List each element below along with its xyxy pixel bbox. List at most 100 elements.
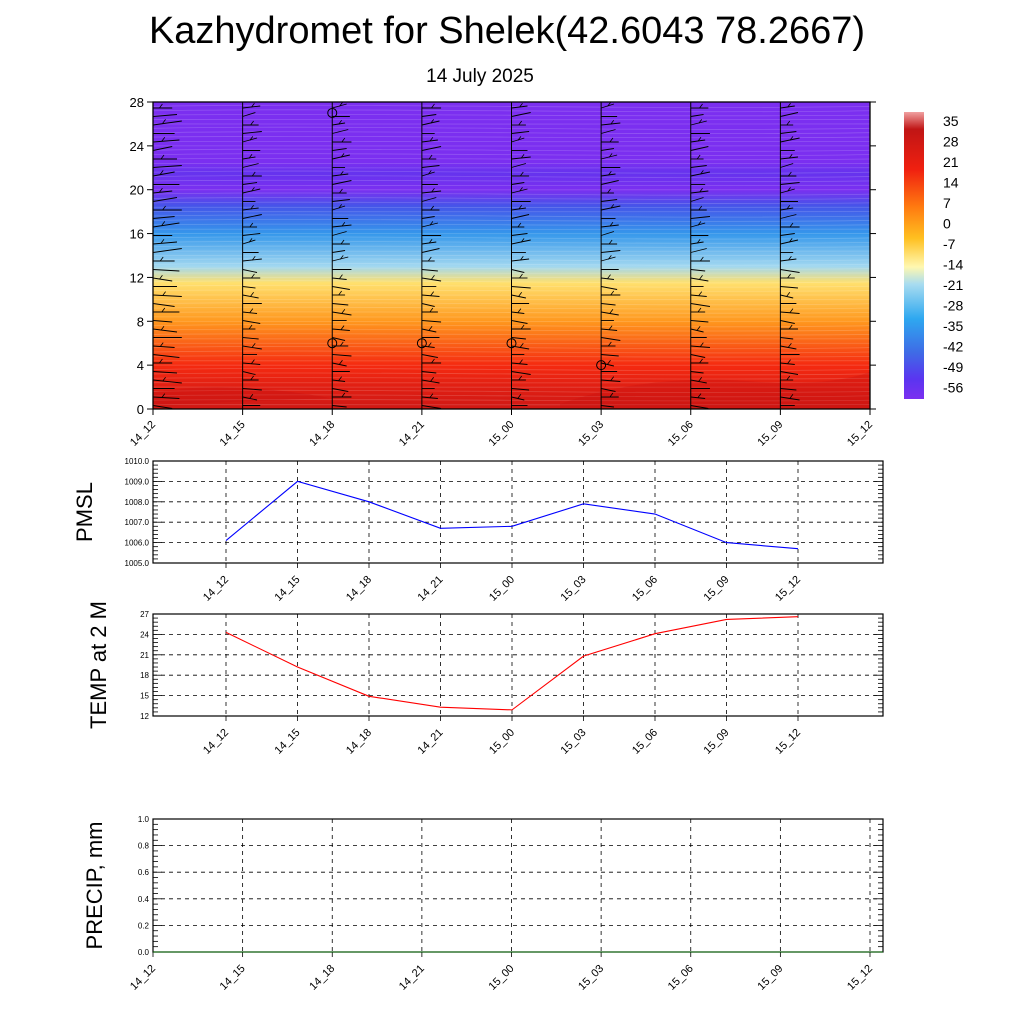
barb-flag: [869, 184, 870, 185]
barb-feather: [249, 393, 254, 399]
barb-flag: [242, 362, 261, 365]
barb-flag: [690, 405, 709, 409]
barb-feather: [788, 238, 793, 243]
barb-feather: [609, 221, 614, 227]
barb-flag: [511, 163, 527, 168]
barb-flag: [421, 216, 435, 219]
barb-flag: [780, 362, 795, 365]
barb-flag: [153, 146, 173, 151]
x-tick-label: 14_18: [307, 963, 337, 993]
calm-circle: [596, 360, 607, 371]
x-tick-label: 15_03: [559, 574, 589, 604]
y-tick-label: 0: [137, 402, 144, 417]
barb-feather: [338, 119, 342, 125]
barb-feather: [786, 291, 791, 297]
barb-flag: [242, 371, 256, 375]
barb-flag: [690, 328, 704, 333]
barb-flag: [780, 320, 795, 324]
barb-flag: [153, 216, 175, 219]
y-tick-label: 0.2: [138, 921, 150, 930]
barb-feather: [248, 238, 253, 243]
barb-flag: [601, 277, 614, 280]
barb-flag: [601, 328, 618, 331]
y-tick-label: 0.8: [138, 842, 150, 851]
barb-flag: [690, 379, 707, 384]
x-tick-label: 14_21: [397, 963, 427, 993]
barb-flag: [153, 294, 182, 297]
barb-flag: [869, 124, 870, 125]
x-tick-label: 15_09: [755, 963, 785, 993]
barb-flag: [780, 286, 799, 289]
x-tick-label: 15_06: [666, 963, 696, 993]
barb-feather: [427, 170, 432, 175]
barb-feather: [340, 153, 345, 158]
barb-flag: [153, 197, 178, 202]
barb-flag: [421, 303, 435, 307]
barb-flag: [242, 214, 262, 219]
barb-flag: [869, 286, 870, 287]
barb-feather: [608, 341, 612, 347]
y-tick-label: 27: [140, 610, 149, 619]
x-tick-label: 14_12: [128, 419, 158, 449]
barb-flag: [153, 190, 173, 194]
colorbar-label: 35: [943, 113, 959, 129]
barb-feather: [607, 188, 611, 194]
barb-feather: [697, 221, 702, 226]
barb-flag: [332, 277, 347, 280]
barb-feather: [696, 154, 701, 160]
barb-feather: [249, 308, 254, 313]
barb-flag: [421, 248, 440, 253]
x-tick-label: 15_09: [702, 727, 732, 757]
barb-feather: [341, 221, 346, 227]
barb-flag: [153, 222, 180, 228]
x-tick-label: 15_12: [773, 727, 803, 757]
y-tick-label: 20: [130, 183, 144, 198]
calm-circle: [327, 107, 338, 118]
barb-feather: [879, 120, 882, 124]
precip-panel: 0.0 0.2 0.4 0.6 0.8 1.0 14_12 14_15 14_18 14_21 15…: [82, 815, 884, 993]
barb-flag: [869, 201, 870, 202]
barb-feather: [610, 204, 615, 209]
barb-flag: [601, 354, 619, 357]
barb-flag: [153, 120, 182, 126]
barb-flag: [511, 320, 528, 324]
barb-flag: [600, 231, 615, 236]
barb-feather: [607, 274, 611, 279]
x-tick-label: 14_12: [201, 574, 231, 604]
barb-flag: [332, 379, 346, 382]
barb-feather: [250, 375, 254, 381]
barb-flag: [869, 260, 870, 261]
barb-feather: [428, 238, 433, 244]
barb-flag: [869, 133, 870, 134]
barb-flag: [601, 379, 621, 382]
colorbar-label: -42: [943, 338, 963, 354]
barb-flag: [690, 269, 706, 272]
barb-feather: [608, 153, 613, 158]
barb-flag: [242, 311, 258, 314]
barb-flag: [332, 328, 350, 331]
barb-feather: [696, 325, 701, 331]
barb-flag: [511, 294, 526, 299]
barb-feather: [788, 324, 793, 330]
y-axis-label: PMSL: [72, 482, 97, 542]
barb-flag: [421, 197, 437, 202]
barb-flag: [690, 197, 704, 202]
plot-area: [153, 819, 883, 952]
barb-feather: [339, 274, 343, 279]
barb-feather: [788, 342, 792, 348]
barb-feather: [608, 255, 612, 260]
x-tick-label: 14_15: [273, 727, 303, 757]
barb-flag: [332, 388, 349, 392]
barb-flag: [242, 294, 259, 299]
barb-feather: [341, 392, 346, 398]
barb-flag: [511, 214, 530, 219]
barb-flag: [690, 320, 709, 323]
colorbar-label: 21: [943, 154, 959, 170]
barb-feather: [518, 204, 523, 210]
barb-flag: [690, 354, 706, 358]
barb-feather: [339, 170, 344, 176]
barb-flag: [242, 286, 256, 289]
calm-circle: [506, 338, 517, 349]
x-tick-label: 15_09: [755, 419, 785, 449]
barb-flag: [601, 362, 615, 367]
